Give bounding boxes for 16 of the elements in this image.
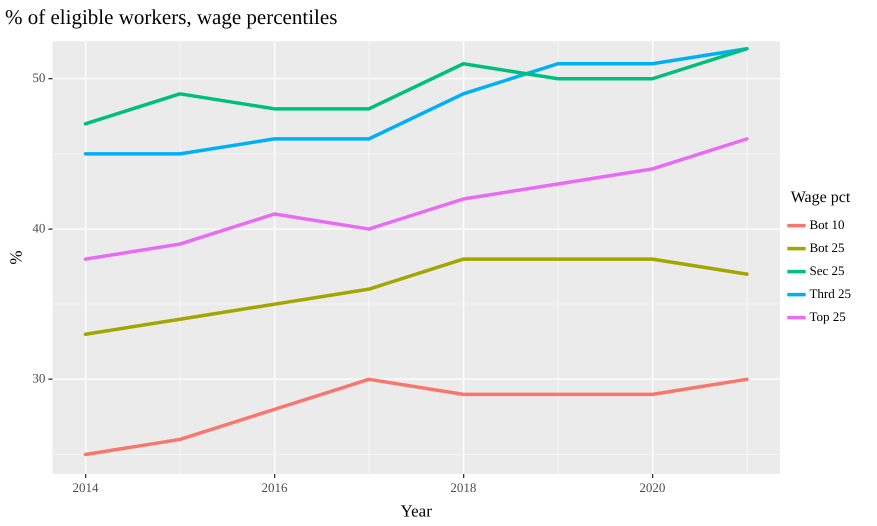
legend-label: Sec 25 [809, 263, 845, 278]
legend-title: Wage pct [790, 189, 851, 206]
x-axis-title: Year [400, 501, 432, 520]
x-tick-label: 2020 [639, 480, 666, 496]
y-tick-label: 50 [32, 70, 46, 86]
y-axis-title: % [6, 250, 26, 265]
y-tick-label: 30 [32, 370, 46, 386]
x-tick-label: 2014 [72, 480, 99, 496]
legend-label: Bot 25 [809, 240, 845, 256]
legend-label: Thrd 25 [809, 286, 852, 302]
legend-label: Top 25 [809, 309, 846, 324]
y-tick-label: 40 [32, 220, 46, 236]
x-tick-label: 2018 [450, 480, 476, 496]
legend-label: Bot 10 [809, 217, 845, 232]
x-tick-label: 2016 [261, 480, 288, 496]
chart-title: % of eligible workers, wage percentiles [5, 5, 338, 30]
